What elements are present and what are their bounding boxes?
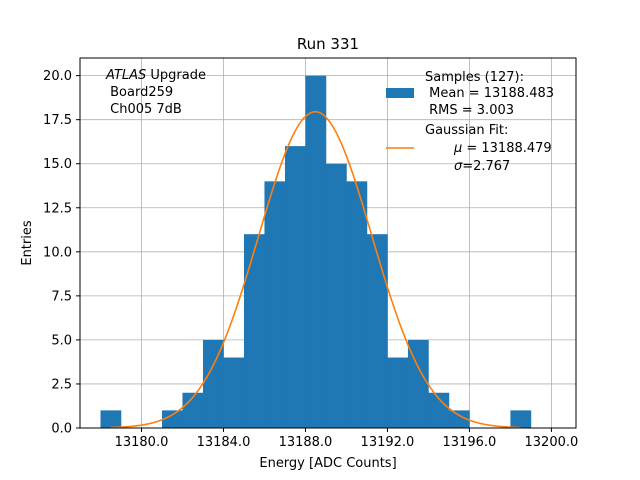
histogram-bar [366, 234, 388, 428]
y-tick-label: 10.0 [43, 245, 72, 260]
y-tick-label: 0.0 [51, 422, 72, 437]
gaussian-fit [110, 110, 521, 429]
y-tick-label: 12.5 [43, 201, 72, 216]
legend-sigma-symbol: σ [454, 159, 463, 174]
axis-ticks: 13180.0 13184.0 13188.0 13192.0 13196.0 13200… [43, 69, 578, 450]
histogram-bar [161, 410, 183, 428]
annotation-upgrade: Upgrade [146, 68, 206, 83]
y-tick-label: 2.5 [51, 377, 72, 392]
y-tick-label: 5.0 [51, 333, 72, 348]
legend-mu-symbol: μ [453, 141, 462, 156]
histogram-bar [387, 357, 409, 428]
histogram-bar [510, 410, 532, 428]
x-tick-label: 13180.0 [115, 435, 169, 450]
annotation-line-2: Board259 [106, 85, 173, 100]
y-tick-label: 7.5 [51, 289, 72, 304]
x-tick-label: 13192.0 [361, 435, 415, 450]
chart-title: Run 331 [297, 35, 359, 53]
legend-fit-line-3: σ=2.767 [425, 159, 531, 174]
x-tick-label: 13196.0 [443, 435, 497, 450]
y-tick-label: 15.0 [43, 157, 72, 172]
x-tick-label: 13200.0 [525, 435, 579, 450]
legend-samples-line-2: Mean = 13188.483 [425, 86, 554, 101]
histogram-bars [100, 75, 532, 428]
histogram-bar [407, 339, 429, 428]
plot-frame [79, 57, 577, 429]
gaussian-fit-curve [110, 110, 521, 429]
histogram-bar [202, 339, 224, 428]
legend-sigma-value: =2.767 [462, 159, 510, 174]
histogram-bar [325, 163, 347, 428]
legend-samples-line-3: RMS = 3.003 [425, 103, 514, 118]
x-tick-label: 13184.0 [197, 435, 251, 450]
annotation-atlas: ATLAS [105, 68, 146, 83]
annotation-line-1: ATLAS Upgrade [105, 68, 206, 83]
annotation-line-3: Ch005 7dB [106, 102, 182, 117]
histogram-bar [284, 146, 306, 428]
histogram-bar [243, 234, 265, 428]
histogram-bar [428, 392, 450, 428]
x-tick-label: 13188.0 [279, 435, 333, 450]
histogram-bar [100, 410, 122, 428]
legend: Samples (127): Mean = 13188.483 RMS = 3.… [386, 70, 572, 174]
histogram-bar [448, 410, 470, 428]
histogram-bar [264, 181, 286, 428]
histogram-bar [305, 75, 327, 428]
legend-samples-swatch [386, 88, 414, 98]
histogram-bar [182, 392, 204, 428]
legend-mu-value: = 13188.479 [462, 141, 551, 156]
legend-samples-line-1: Samples (127): [425, 70, 524, 85]
run-annotation: ATLAS Upgrade Board259 Ch005 7dB [105, 68, 206, 117]
histogram-bar [223, 357, 245, 428]
y-tick-label: 20.0 [43, 69, 72, 84]
y-tick-label: 17.5 [43, 113, 72, 128]
histogram-bar [346, 181, 368, 428]
y-axis-label: Entries [20, 220, 35, 266]
legend-fit-line-1: Gaussian Fit: [425, 123, 508, 138]
legend-fit-line-2: μ = 13188.479 [425, 141, 572, 156]
x-axis-label: Energy [ADC Counts] [259, 456, 396, 471]
